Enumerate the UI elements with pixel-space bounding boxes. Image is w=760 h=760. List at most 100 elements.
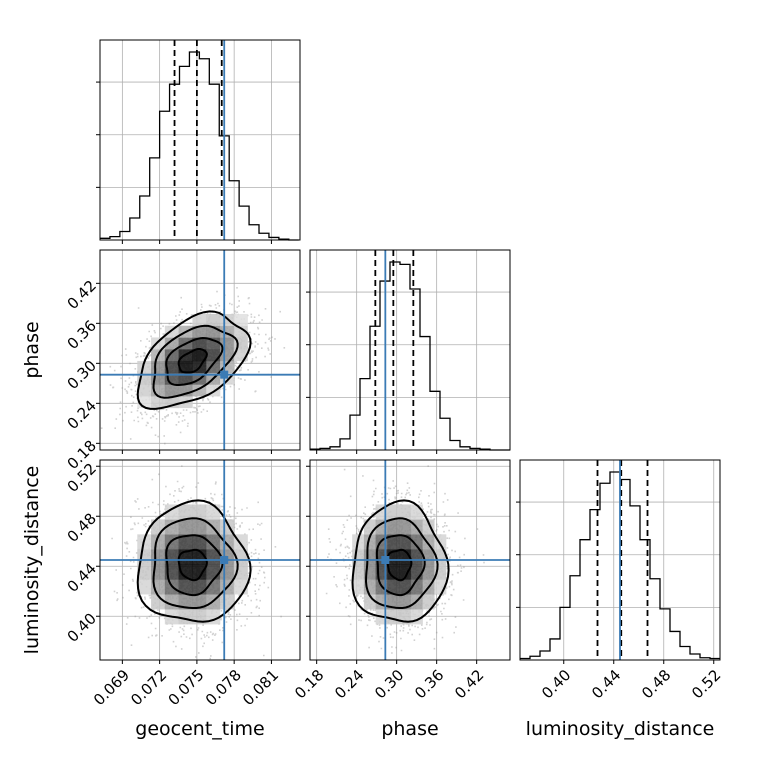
density-cell [206, 564, 221, 580]
density-cell [192, 594, 207, 610]
density-cell [410, 534, 423, 550]
x-tick-label-geocent_time: 0.072 [127, 666, 170, 709]
density-cell [399, 504, 412, 520]
x-tick-label-phase: 0.30 [371, 666, 407, 702]
x-tick-label-phase: 0.42 [451, 666, 487, 702]
density-cell [164, 337, 179, 350]
y-tick-label-phase: 0.24 [64, 397, 100, 433]
scatter-luminosity_distance-vs-geocent_time [100, 460, 300, 660]
panel-frame-phase-phase [309, 249, 511, 451]
density-cell [410, 564, 423, 580]
density-cell [387, 504, 400, 520]
density-cell [399, 519, 412, 535]
density-cell [178, 360, 193, 373]
truth-marker [220, 370, 229, 379]
truth-marker [381, 556, 390, 564]
y-axis-title-phase: phase [21, 321, 43, 378]
x-tick-label-phase: 0.24 [331, 666, 367, 702]
y-tick-label-phase: 0.30 [64, 357, 100, 393]
histogram-phase [310, 261, 510, 451]
contour-0 [177, 348, 208, 374]
density-cell [151, 549, 166, 565]
contour-2 [152, 517, 239, 609]
density-cell [206, 504, 221, 520]
density-cell [387, 609, 400, 625]
density-cell [206, 337, 221, 350]
density-cell [192, 313, 207, 327]
density-cell [192, 519, 207, 535]
density-cell [192, 337, 207, 350]
density-cell [233, 325, 248, 338]
density-cell [422, 534, 435, 550]
density-cell [219, 313, 235, 327]
density-cell [178, 504, 193, 520]
density-cell [151, 360, 166, 373]
density-cell [399, 564, 412, 580]
contour-1 [375, 534, 426, 597]
density-cell [164, 384, 179, 397]
density-cell [178, 372, 193, 385]
density-cell [422, 564, 435, 580]
density-cell [164, 360, 179, 373]
contour-3 [351, 499, 450, 623]
density-cell [192, 579, 207, 595]
x-tick-label-phase: 0.18 [291, 666, 327, 702]
y-axis-title-luminosity_distance: luminosity_distance [21, 466, 43, 655]
panel-frame-phase-geocent_time [99, 249, 301, 451]
density-cell [192, 564, 207, 580]
gridlines-phase-phase [310, 250, 510, 450]
x-tick-label-geocent_time: 0.078 [202, 666, 245, 709]
scatter-luminosity_distance-vs-phase [310, 460, 510, 660]
x-tick-label-geocent_time: 0.081 [239, 666, 282, 709]
contour-2 [364, 517, 439, 609]
contour-0 [177, 548, 208, 582]
contour-3 [136, 310, 252, 410]
density-cell [410, 504, 423, 520]
density-cell [399, 594, 412, 610]
gridlines-geocent_time-geocent_time [100, 40, 300, 240]
density-cell [178, 564, 193, 580]
y-tick-label-luminosity_distance: 0.44 [64, 560, 100, 596]
density-cell [137, 384, 152, 397]
density-cell [151, 396, 166, 409]
density-cell [192, 349, 207, 362]
contour-3 [136, 499, 252, 623]
panel-frame-luminosity_distance-luminosity_distance [519, 459, 721, 661]
contour-0 [386, 548, 413, 582]
density-cell [178, 579, 193, 595]
x-tick-label-luminosity_distance: 0.44 [588, 666, 624, 702]
x-axis-title-luminosity_distance: luminosity_distance [526, 718, 715, 740]
x-axis-title-geocent_time: geocent_time [135, 718, 264, 740]
density-cell [137, 360, 152, 373]
x-tick-label-luminosity_distance: 0.48 [638, 666, 674, 702]
density-cell [352, 564, 365, 580]
density-cell [206, 313, 221, 327]
scatter-phase-vs-geocent_time [100, 250, 300, 450]
density-cell [178, 519, 193, 535]
density-cell [178, 594, 193, 610]
histogram-geocent_time [100, 51, 299, 241]
density-cell [178, 609, 193, 625]
density-cell [387, 594, 400, 610]
x-tick-label-geocent_time: 0.075 [165, 666, 208, 709]
density-cell [422, 594, 435, 610]
x-axis-title-phase: phase [381, 718, 438, 740]
density-cell [137, 579, 152, 595]
x-tick-label-phase: 0.36 [411, 666, 447, 702]
density-cell [233, 313, 248, 327]
y-tick-label-luminosity_distance: 0.40 [64, 610, 100, 646]
density-cell [137, 564, 152, 580]
density-cell [387, 579, 400, 595]
y-tick-label-luminosity_distance: 0.48 [64, 510, 100, 546]
x-tick-label-geocent_time: 0.069 [90, 666, 133, 709]
density-cell [219, 534, 235, 550]
density-cell [399, 579, 412, 595]
truth-marker [220, 556, 229, 564]
panel-frame-luminosity_distance-geocent_time [99, 459, 301, 661]
density-cell [363, 549, 376, 565]
contour-1 [165, 534, 224, 597]
density-cell [387, 564, 400, 580]
contour-1 [165, 336, 224, 386]
density-cell [192, 504, 207, 520]
